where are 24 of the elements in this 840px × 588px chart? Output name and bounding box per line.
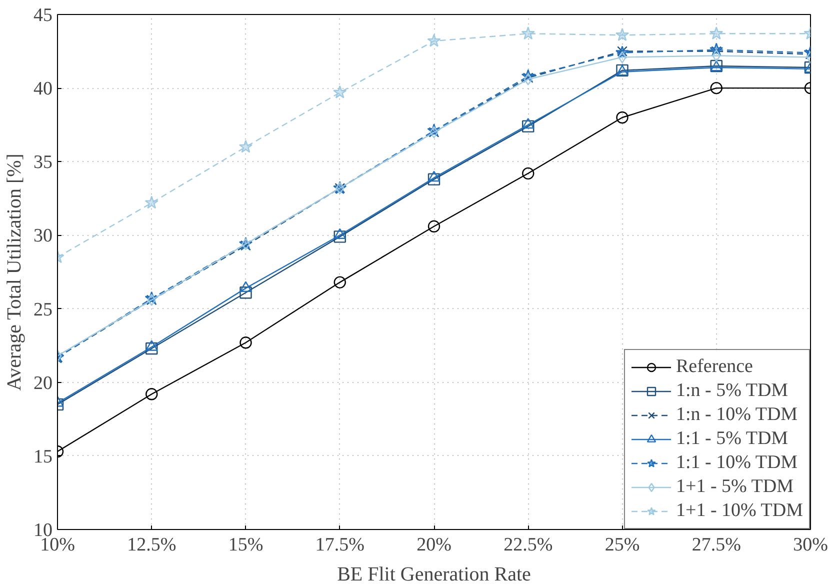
y-tick-label: 45 <box>34 5 52 26</box>
x-tick-label: 27.5% <box>692 534 742 556</box>
y-axis-title: Average Total Utilization [%] <box>4 154 26 391</box>
y-tick-label: 20 <box>34 372 52 394</box>
legend-label: 1:n - 5% TDM <box>676 380 788 402</box>
x-tick-label: 25% <box>604 534 640 556</box>
x-tick-label: 20% <box>416 534 452 556</box>
legend-label: 1+1 - 10% TDM <box>676 500 803 522</box>
legend-label: 1:1 - 5% TDM <box>676 428 788 450</box>
x-tick-label: 17.5% <box>315 534 365 556</box>
x-axis-title: BE Flit Generation Rate <box>337 564 532 586</box>
legend-label: 1+1 - 5% TDM <box>676 476 794 498</box>
y-tick-label: 35 <box>34 152 52 174</box>
y-tick-label: 30 <box>34 226 52 247</box>
legend-label: 1:1 - 10% TDM <box>676 452 798 474</box>
x-tick-label: 22.5% <box>504 534 553 556</box>
x-tick-label: 12.5% <box>127 534 176 556</box>
y-tick-label: 40 <box>34 78 52 100</box>
y-tick-label: 25 <box>34 299 52 320</box>
x-tick-label: 30% <box>793 534 828 556</box>
legend-label: 1:n - 10% TDM <box>676 404 798 426</box>
legend-label: Reference <box>676 356 753 378</box>
x-tick-label: 15% <box>228 534 264 556</box>
y-tick-label: 15 <box>34 446 52 468</box>
